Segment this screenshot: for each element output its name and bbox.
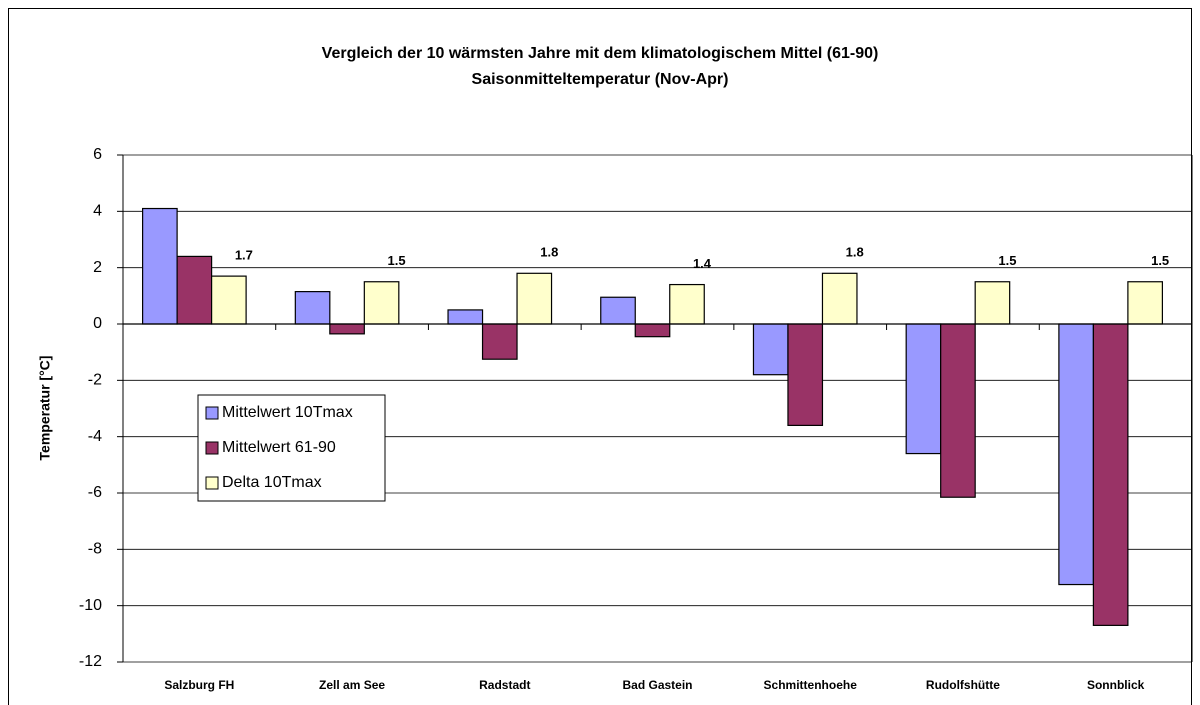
legend-label: Mittelwert 61-90 <box>222 439 336 456</box>
bar <box>481 323 518 360</box>
legend-label: Delta 10Tmax <box>222 474 322 491</box>
y-axis-label: Temperatur [°C] <box>37 356 53 461</box>
bar <box>211 275 247 325</box>
x-tick-label: Salzburg FH <box>164 678 234 692</box>
y-tick-label: -2 <box>88 372 102 389</box>
x-tick-label: Radstadt <box>479 678 530 692</box>
bar <box>634 323 671 338</box>
legend-box <box>197 394 386 502</box>
y-tick-label: -12 <box>79 653 102 670</box>
bar <box>516 272 553 325</box>
bar <box>752 323 789 376</box>
data-label: 1.5 <box>1151 253 1169 268</box>
bar <box>176 255 213 325</box>
bar <box>363 281 400 325</box>
legend-swatch <box>205 476 219 490</box>
data-label: 1.8 <box>540 245 558 260</box>
bar <box>1092 323 1129 626</box>
bar <box>294 291 331 325</box>
data-label: 1.4 <box>693 256 712 271</box>
data-label: 1.7 <box>235 248 253 263</box>
x-tick-label: Schmittenhoehe <box>764 678 858 692</box>
y-tick-label: -4 <box>88 428 102 445</box>
x-tick-label: Rudolfshütte <box>926 678 1000 692</box>
bar <box>669 283 705 325</box>
data-label: 1.5 <box>388 253 406 268</box>
y-tick-label: -8 <box>88 541 102 558</box>
y-tick-label: 0 <box>93 315 102 332</box>
data-label: 1.8 <box>846 245 864 260</box>
bar <box>905 323 942 455</box>
y-tick-label: 6 <box>93 146 102 163</box>
chart-title: Vergleich der 10 wärmsten Jahre mit dem … <box>322 45 879 62</box>
bar <box>1058 323 1094 586</box>
chart-subtitle: Saisonmitteltemperatur (Nov-Apr) <box>472 71 729 88</box>
bar <box>142 207 178 325</box>
y-tick-label: -6 <box>88 484 102 501</box>
bar <box>787 323 824 427</box>
bar <box>821 272 858 325</box>
bar <box>974 281 1011 325</box>
bar <box>1127 281 1163 325</box>
bar <box>447 309 484 325</box>
y-tick-label: -10 <box>79 597 102 614</box>
y-tick-label: 4 <box>93 203 102 220</box>
legend-swatch <box>205 406 219 420</box>
y-tick-label: 2 <box>93 259 102 276</box>
legend-swatch <box>205 441 219 455</box>
chart-frame <box>8 8 1192 705</box>
x-tick-label: Bad Gastein <box>622 678 692 692</box>
bar <box>940 323 976 498</box>
bar <box>600 296 636 325</box>
data-label: 1.5 <box>998 253 1016 268</box>
legend-label: Mittelwert 10Tmax <box>222 404 353 421</box>
x-tick-label: Zell am See <box>319 678 385 692</box>
x-tick-label: Sonnblick <box>1087 678 1145 692</box>
bar <box>329 323 365 335</box>
